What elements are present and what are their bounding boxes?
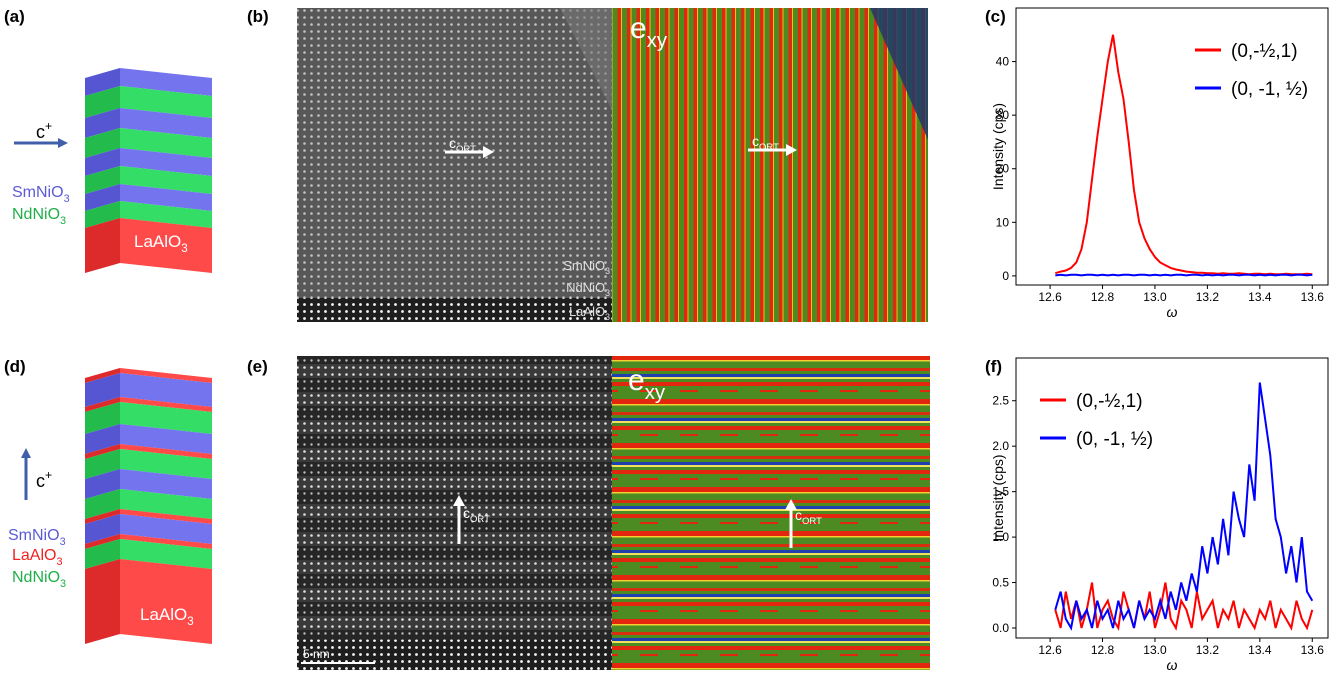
layer-label-sub: 3 (605, 312, 610, 322)
panel-label: (f) (985, 357, 1002, 376)
panel-label: (b) (247, 7, 269, 26)
layer-label-main: SmNiO (12, 184, 64, 201)
panel-label: (d) (4, 357, 26, 376)
page: { "panel_labels": ["(a)", "(b)", "(c)", … (0, 0, 1336, 675)
layer-label-sub: 3 (64, 193, 70, 205)
data-line (1055, 35, 1312, 274)
axis-label-main: c (36, 122, 45, 142)
axis-label-sup: + (45, 119, 52, 133)
direction-label-sub: ORT (470, 514, 490, 525)
layer-label: SmNiO3 (12, 184, 70, 205)
direction-label-main: c (752, 133, 759, 149)
layer-label-sub: 3 (60, 578, 66, 590)
layer-label-main: SmNiO (8, 527, 60, 544)
y-tick-label: 40 (996, 55, 1010, 69)
figure: (a)(b)(c)(d)(e)(f)c+SmNiO3NdNiO3LaAlO3cO… (0, 0, 1336, 675)
y-tick-label: 10 (996, 215, 1010, 229)
direction-label-main: c (463, 505, 470, 521)
layer-label: SmNiO3 (8, 527, 66, 548)
axis-label: c+ (36, 119, 52, 142)
layer-label-sub: 3 (60, 215, 66, 227)
y-axis-label: Intensity (cps) (990, 454, 1006, 541)
layer-label-sub: 3 (605, 288, 610, 298)
y-tick-label: 0.0 (992, 621, 1009, 635)
layer-label-main: LaAlO (12, 547, 56, 564)
stem-substrate (297, 298, 612, 322)
substrate-label-sub: 3 (181, 243, 187, 255)
x-tick-label: 12.8 (1091, 643, 1115, 657)
axis-label: c+ (36, 468, 52, 491)
substrate-label-sub: 3 (187, 616, 193, 628)
layer-label-main: NdNiO (566, 280, 605, 295)
scale-bar-label: 5 nm (303, 647, 330, 661)
map-label-main: e (628, 364, 645, 397)
map-label-sub: xy (647, 30, 668, 52)
substrate-label-main: LaAlO (134, 232, 181, 251)
direction-label-sub: ORT (759, 142, 779, 153)
layer-label-sub: 3 (605, 266, 610, 276)
legend-label: (0, -1, ½) (1231, 79, 1308, 100)
x-tick-label: 13.6 (1301, 643, 1325, 657)
x-tick-label: 12.8 (1091, 290, 1115, 304)
layer-label: LaAlO3 (12, 547, 63, 568)
axis-label-sup: + (45, 468, 52, 482)
data-line (1055, 275, 1312, 276)
layer-face (120, 559, 212, 644)
layer-label: NdNiO3 (12, 569, 66, 590)
arrowhead (58, 138, 68, 148)
x-axis-label: ω (1167, 657, 1178, 673)
x-tick-label: 13.6 (1301, 290, 1325, 304)
substrate-label-main: LaAlO (140, 605, 187, 624)
panel-label: (a) (4, 7, 25, 26)
y-tick-label: 2.0 (992, 439, 1009, 453)
direction-label-main: c (795, 507, 802, 523)
direction-label-sub: ORT (456, 144, 476, 155)
map-label-sub: xy (645, 382, 666, 404)
map-label-main: e (630, 12, 647, 45)
layer-label-main: SmNiO (563, 258, 605, 273)
layer-face (85, 559, 120, 644)
x-tick-label: 13.2 (1196, 290, 1220, 304)
layer-label-main: NdNiO (12, 206, 60, 223)
x-tick-label: 13.0 (1143, 643, 1167, 657)
x-tick-label: 12.6 (1038, 290, 1062, 304)
direction-label-main: c (449, 135, 456, 151)
y-tick-label: 2.5 (992, 394, 1009, 408)
direction-label-sub: ORT (802, 516, 822, 527)
axis-label-main: c (36, 471, 45, 491)
legend-label: (0, -1, ½) (1076, 429, 1153, 450)
x-tick-label: 13.2 (1196, 643, 1220, 657)
x-axis-label: ω (1167, 304, 1178, 320)
x-tick-label: 12.6 (1038, 643, 1062, 657)
layer-label-sub: 3 (56, 556, 62, 568)
stem-image (297, 8, 612, 322)
strain-map (612, 8, 928, 322)
panel-label: (e) (247, 357, 268, 376)
legend-label: (0,-½,1) (1231, 41, 1298, 62)
y-tick-label: 0 (1002, 269, 1009, 283)
x-tick-label: 13.0 (1143, 290, 1167, 304)
legend-label: (0,-½,1) (1076, 391, 1143, 412)
arrowhead (21, 448, 31, 458)
layer-label-sub: 3 (60, 536, 66, 548)
y-axis-label: Intensity (cps) (990, 103, 1006, 190)
layer-label-main: LaAlO (569, 304, 605, 319)
stem-substrate (297, 640, 612, 670)
layer-label-main: NdNiO (12, 569, 60, 586)
x-tick-label: 13.4 (1248, 290, 1272, 304)
x-tick-label: 13.4 (1248, 643, 1272, 657)
stem-image (297, 356, 612, 670)
panel-label: (c) (985, 7, 1006, 26)
y-tick-label: 0.5 (992, 576, 1009, 590)
layer-label: NdNiO3 (12, 206, 66, 227)
